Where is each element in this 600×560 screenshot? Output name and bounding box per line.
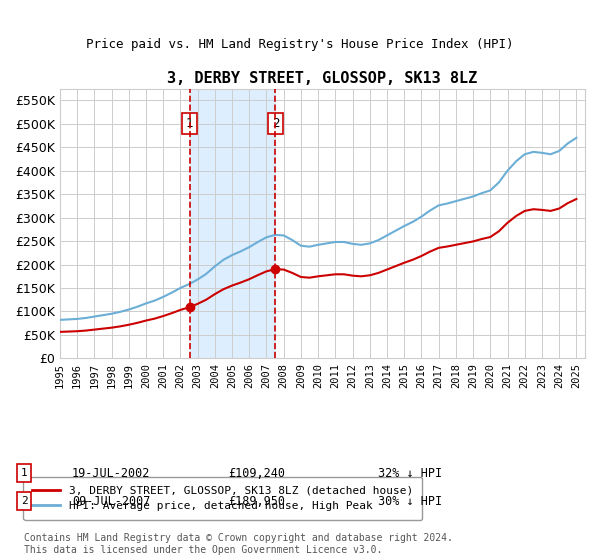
Text: 1: 1 [186, 117, 193, 130]
Text: 09-JUL-2007: 09-JUL-2007 [72, 494, 151, 508]
Legend: 3, DERBY STREET, GLOSSOP, SK13 8LZ (detached house), HPI: Average price, detache: 3, DERBY STREET, GLOSSOP, SK13 8LZ (deta… [23, 477, 422, 520]
Text: 32% ↓ HPI: 32% ↓ HPI [378, 466, 442, 480]
Text: £189,950: £189,950 [228, 494, 285, 508]
Bar [190, 88, 275, 358]
Text: 30% ↓ HPI: 30% ↓ HPI [378, 494, 442, 508]
Text: Price paid vs. HM Land Registry's House Price Index (HPI): Price paid vs. HM Land Registry's House … [86, 38, 514, 50]
Title: 3, DERBY STREET, GLOSSOP, SK13 8LZ: 3, DERBY STREET, GLOSSOP, SK13 8LZ [167, 71, 478, 86]
Text: £109,240: £109,240 [228, 466, 285, 480]
Text: Contains HM Land Registry data © Crown copyright and database right 2024.
This d: Contains HM Land Registry data © Crown c… [24, 533, 453, 555]
Text: 2: 2 [20, 496, 28, 506]
Text: 1: 1 [20, 468, 28, 478]
Text: 2: 2 [272, 117, 279, 130]
Text: 19-JUL-2002: 19-JUL-2002 [72, 466, 151, 480]
